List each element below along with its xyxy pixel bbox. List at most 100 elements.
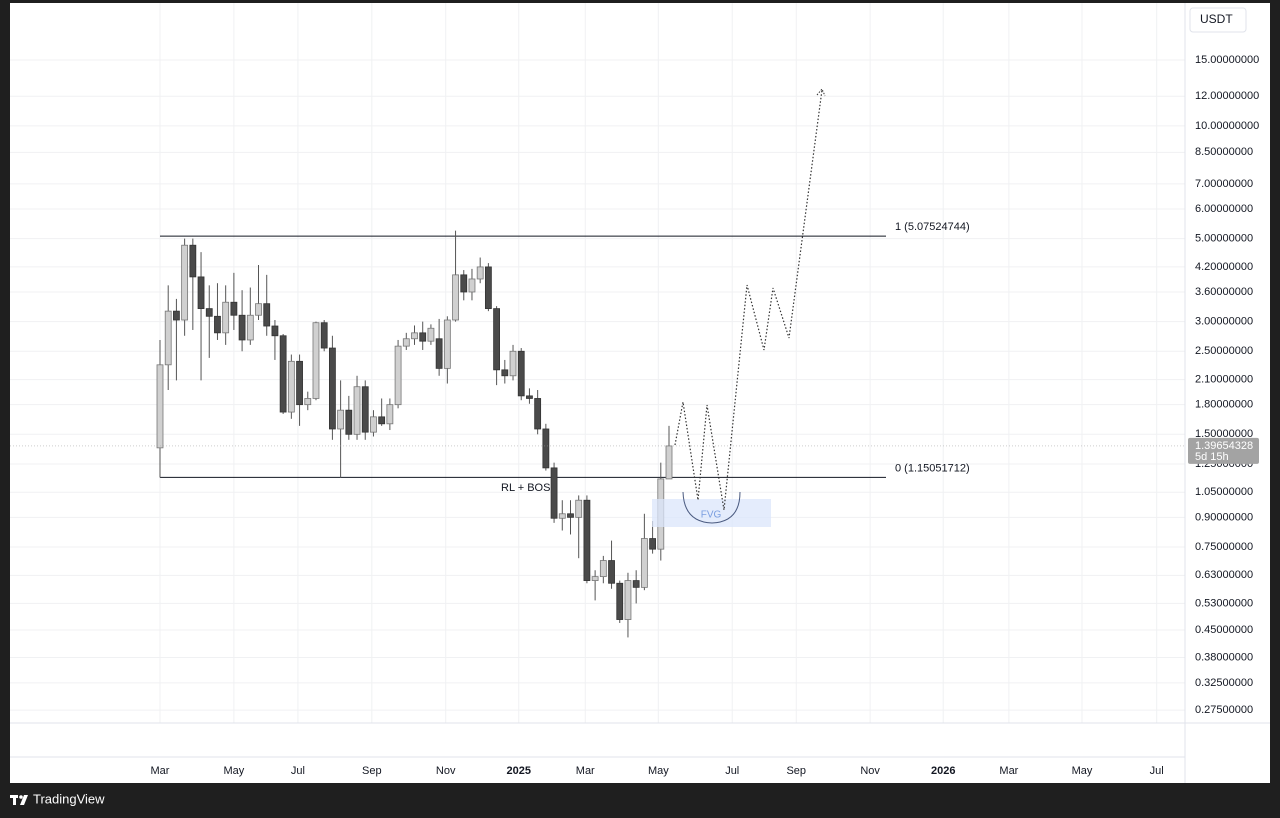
candle-body [501,369,509,377]
fvg-curve [682,491,741,524]
candle-body [665,445,673,480]
candle-body [599,560,607,578]
last-price-label: 1.39654328 [1195,440,1253,452]
level-label: 1 (5.07524744) [895,221,970,233]
x-tick-label: 2026 [931,765,955,777]
x-tick-label: 2025 [507,765,531,777]
candle-body [394,345,402,406]
y-tick-label: 2.50000000 [1195,345,1253,357]
x-tick-label: Nov [860,765,880,777]
candle-body [550,467,558,519]
y-tick-label: 15.00000000 [1195,54,1259,66]
y-tick-label: 0.75000000 [1195,541,1253,553]
candle-body [460,274,468,293]
candle-body [452,274,459,321]
y-tick-label: 0.45000000 [1195,624,1253,636]
x-tick-label: May [1072,765,1093,777]
candle-body [558,513,566,519]
brand-logo [10,795,28,805]
candle-body [296,360,303,406]
candle-body [189,244,197,278]
candle-body [287,360,295,413]
candle-body [484,266,492,310]
candle-body [575,499,583,518]
candle-body [353,386,361,435]
time-axis: Mar May Jul Sep Nov 2025 Mar May Jul Sep Nov 2026 Ma… [151,765,1164,777]
brand-name: TradingView [33,791,105,806]
candle-body [361,386,369,433]
candle-body [222,301,230,334]
candle-body [624,580,632,620]
price-axis: 15.00000000 12.00000000 10.00000000 8.50000… [1195,54,1259,716]
candle-body [230,301,238,316]
y-tick-label: 3.00000000 [1195,316,1253,328]
candle-body [320,322,328,349]
candle-body [435,338,443,369]
candle-body [591,576,599,581]
candle-body [616,582,624,620]
candle-body [526,395,533,399]
candle-body [493,308,501,371]
candle-body [181,244,189,321]
candle-body [567,513,574,518]
candle-body [214,315,221,334]
candle-body [197,276,205,310]
candle-body [632,580,640,588]
y-tick-label: 0.63000000 [1195,569,1253,581]
y-tick-label: 8.50000000 [1195,146,1253,158]
grid [10,3,1185,723]
x-tick-label: Nov [436,765,456,777]
candle-body [263,303,271,327]
candle-body [542,428,550,469]
candle-body [164,310,172,366]
candle-body [419,332,427,342]
candle-body [378,416,386,425]
candle-body [279,335,287,413]
y-tick-label: 1.80000000 [1195,399,1253,411]
currency-label: USDT [1200,12,1233,26]
chart-panel [10,3,1270,783]
y-tick-label: 0.53000000 [1195,597,1253,609]
fvg-box [652,499,771,527]
levels: 1 (5.07524744) 0 (1.15051712) [159,221,970,478]
candle-body [402,338,410,347]
candle-body [583,499,591,581]
fvg-label: FVG [701,510,722,521]
y-tick-label: 10.00000000 [1195,120,1259,132]
candle-body [337,409,345,430]
y-tick-label: 1.05000000 [1195,486,1253,498]
candle-body [427,327,435,342]
candle-body [156,364,164,449]
candle-body [173,310,180,321]
candle-body [476,266,484,280]
x-tick-label: May [223,765,244,777]
y-tick-label: 0.38000000 [1195,651,1253,663]
x-tick-label: May [648,765,669,777]
y-tick-label: 6.00000000 [1195,203,1253,215]
x-tick-label: Jul [291,765,305,777]
candle-body [640,538,648,588]
countdown-label: 5d 15h [1195,451,1229,463]
x-tick-label: Sep [786,765,806,777]
candle-body [345,409,353,435]
projection-arrow [816,88,826,97]
y-tick-label: 5.00000000 [1195,232,1253,244]
candle-body [386,404,394,425]
candle-body [534,398,542,430]
y-tick-label: 12.00000000 [1195,90,1259,102]
currency-box[interactable] [1189,7,1247,33]
candle-body [246,314,254,341]
candle-body [411,332,418,340]
y-tick-label: 3.60000000 [1195,286,1253,298]
candle-body [238,314,246,341]
y-tick-label: 0.32500000 [1195,677,1253,689]
x-tick-label: Jul [725,765,739,777]
y-tick-label: 7.00000000 [1195,178,1253,190]
last-price-bg [1188,437,1259,464]
candle-body [649,538,656,550]
y-tick-label: 2.10000000 [1195,374,1253,386]
x-tick-label: Mar [999,765,1018,777]
candle-body [255,303,262,316]
